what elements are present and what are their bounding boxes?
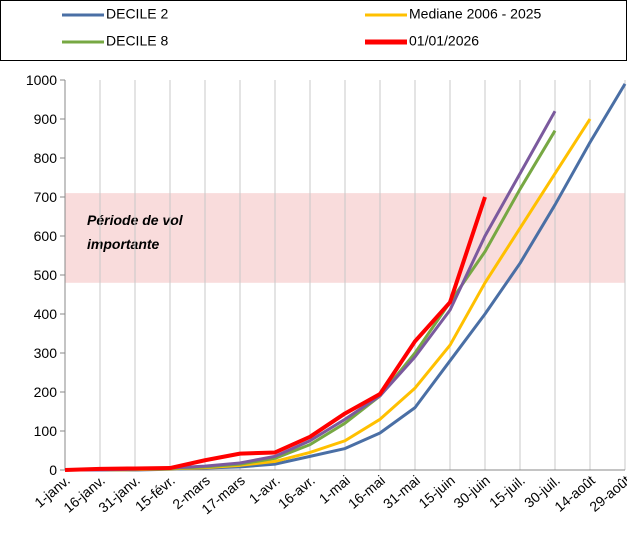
y-tick-label: 900 [34, 111, 58, 127]
y-tick-label: 200 [34, 384, 58, 400]
y-tick-label: 300 [34, 345, 58, 361]
y-tick-label: 400 [34, 306, 58, 322]
y-tick-label: 700 [34, 189, 58, 205]
x-tick-label: 16-avr. [275, 472, 318, 512]
y-tick-label: 100 [34, 423, 58, 439]
legend-box [0, 0, 627, 61]
legend-label: 01/01/2026 [409, 33, 479, 49]
series-line [64, 196, 487, 472]
band-label: importante [87, 236, 160, 252]
x-tick-label: 15-févr. [132, 472, 178, 514]
legend-label: Mediane 2006 - 2025 [409, 6, 542, 22]
y-tick-label: 0 [49, 462, 57, 478]
legend-label: DECILE 2 [106, 6, 168, 22]
y-tick-label: 600 [34, 228, 58, 244]
y-tick-label: 800 [34, 150, 58, 166]
x-tick-label: 31-mai [380, 472, 423, 512]
y-tick-label: 1000 [26, 72, 57, 88]
x-tick-label: 30-juin [450, 472, 492, 511]
y-tick-label: 500 [34, 267, 58, 283]
series-line [65, 118, 592, 472]
legend-label: DECILE 8 [106, 33, 168, 49]
x-tick-label: 15-juil. [486, 472, 528, 511]
x-tick-label: 16-mai [345, 472, 388, 512]
x-tick-label: 15-juin [415, 472, 457, 511]
